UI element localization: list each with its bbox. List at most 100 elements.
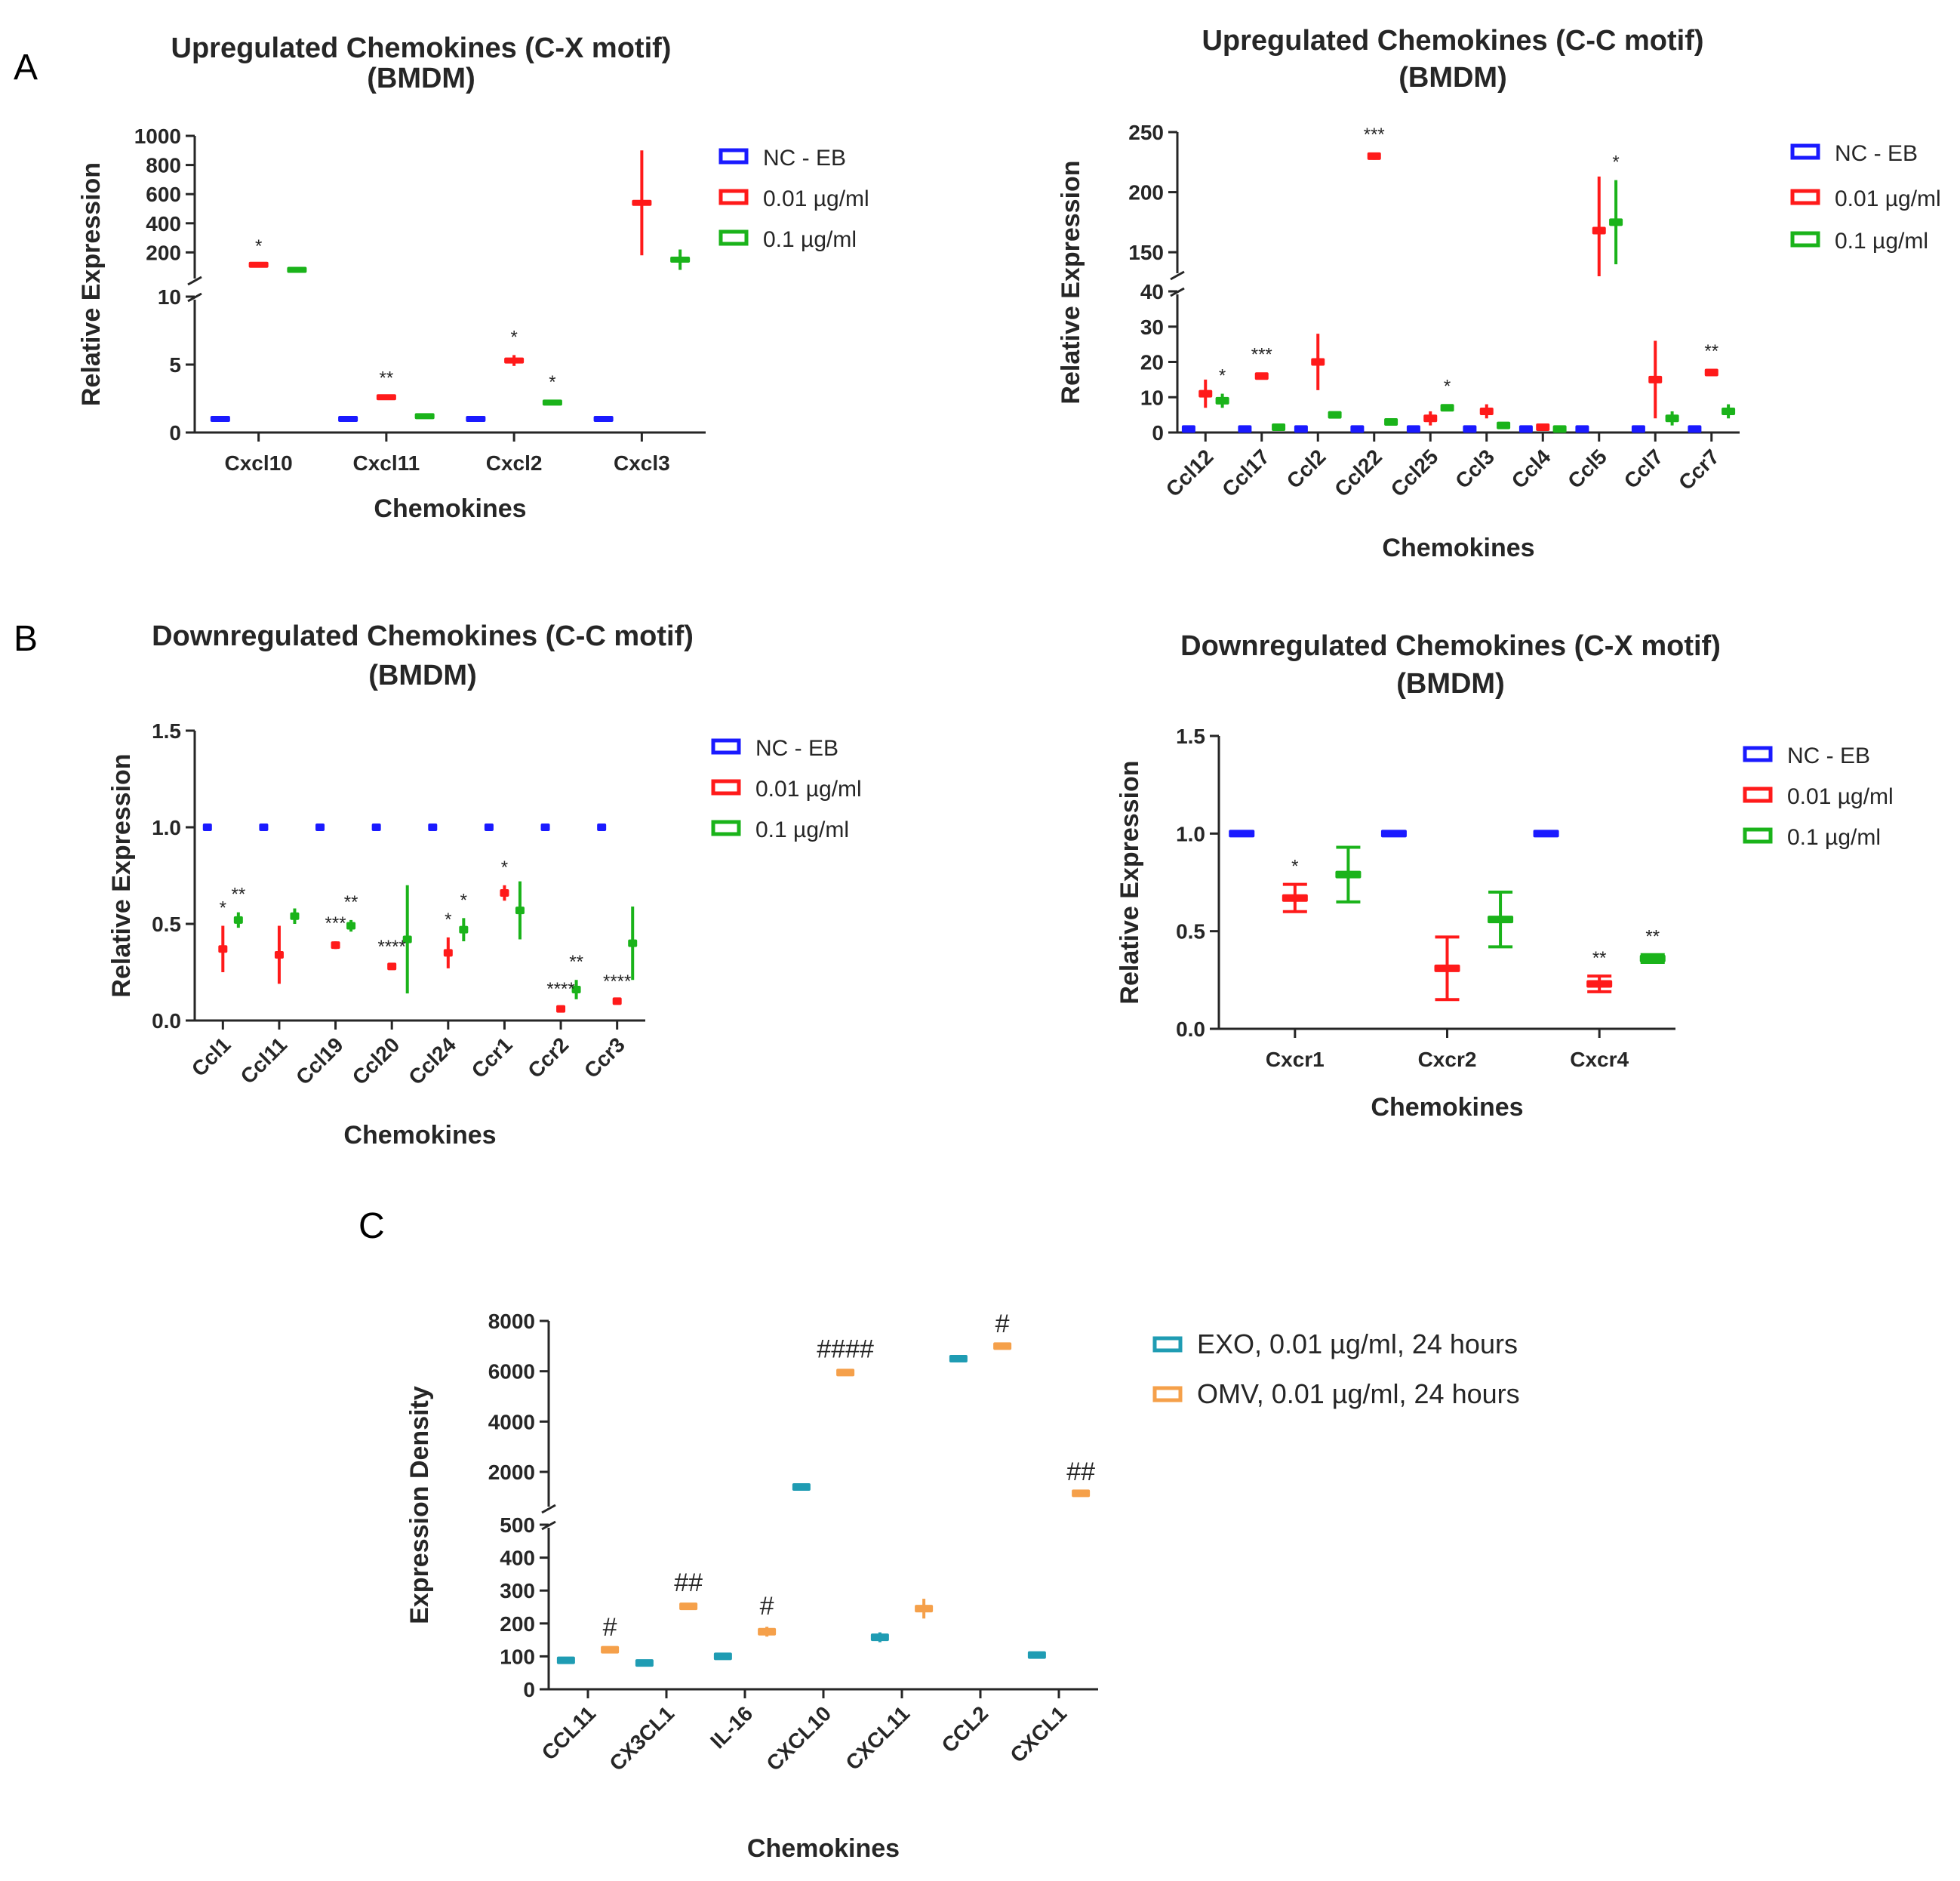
legend-label-0-1-g-ml: 0.1 µg/ml xyxy=(1835,229,1928,254)
x-category-ccr2: Ccr2 xyxy=(523,1033,573,1082)
legend-label-0-01-g-ml: 0.01 µg/ml xyxy=(755,777,862,802)
significance-label: * xyxy=(510,327,517,347)
data-mark-nc-eb-ccl1 xyxy=(202,824,212,831)
data-mark-omv-0-01-g-ml-24-hours-cx3cl1 xyxy=(679,1602,698,1611)
y-tick-label: 0 xyxy=(523,1678,535,1701)
data-mark-exo-0-01-g-ml-24-hours-cxcl11 xyxy=(870,1633,889,1642)
y-tick-label: 4000 xyxy=(488,1410,535,1433)
legend-swatch-0-01-g-ml xyxy=(711,779,741,796)
legend-swatch-nc-eb xyxy=(718,148,749,165)
x-axis-label: Chemokines xyxy=(1371,1093,1523,1122)
legend-label-0-01-g-ml: 0.01 µg/ml xyxy=(1835,186,1941,211)
y-tick-label: 2000 xyxy=(488,1461,535,1484)
x-category-ccl3: Ccl3 xyxy=(1451,445,1499,493)
chart-downregulated-cc: Downregulated Chemokines (C-C motif) (BMD… xyxy=(107,620,862,1150)
y-tick-label: 8000 xyxy=(488,1310,535,1333)
y-tick-label: 200 xyxy=(1128,181,1164,205)
significance-label: **** xyxy=(546,979,574,999)
data-mark-0-1-g-ml-ccl19 xyxy=(346,922,356,930)
data-mark-0-1-g-ml-ccl11 xyxy=(290,912,300,920)
legend-label-0-1-g-ml: 0.1 µg/ml xyxy=(755,817,849,842)
data-mark-nc-eb-ccl2 xyxy=(1294,425,1308,433)
data-mark-0-1-g-ml-ccr2 xyxy=(571,986,581,994)
data-mark-nc-eb-cxcr4 xyxy=(1533,830,1559,838)
legend-swatch-0-1-g-ml xyxy=(1743,827,1773,844)
panel-label-c: C xyxy=(358,1206,385,1246)
legend-label-0-01-g-ml: 0.01 µg/ml xyxy=(1787,784,1894,809)
legend-label-nc-eb: NC - EB xyxy=(755,736,838,761)
data-mark-nc-eb-ccl19 xyxy=(315,824,325,831)
y-axis-label: Relative Expression xyxy=(77,162,106,406)
legend-swatch-nc-eb xyxy=(1790,143,1820,160)
data-mark-0-1-g-ml-ccl20 xyxy=(402,935,412,944)
chart-title-line-2: (BMDM) xyxy=(1396,668,1505,700)
data-mark-nc-eb-cxcl2 xyxy=(466,416,486,422)
data-mark-nc-eb-ccl3 xyxy=(1463,425,1477,433)
y-tick-label: 1.0 xyxy=(1176,822,1205,845)
significance-label: *** xyxy=(325,913,346,934)
x-category-cxcl11: CXCL11 xyxy=(841,1701,914,1775)
significance-label: **** xyxy=(378,937,406,957)
data-mark-0-01-g-ml-cxcl3 xyxy=(632,199,652,206)
data-mark-omv-0-01-g-ml-24-hours-il-16 xyxy=(758,1627,777,1636)
data-mark-0-1-g-ml-ccl25 xyxy=(1440,404,1454,412)
data-mark-nc-eb-ccl25 xyxy=(1406,425,1420,433)
significance-label: ** xyxy=(344,892,358,913)
data-mark-0-1-g-ml-ccl17 xyxy=(1272,423,1286,431)
y-tick-label: 5 xyxy=(169,353,181,377)
legend-swatch-0-01-g-ml xyxy=(1790,189,1820,205)
data-mark-0-01-g-ml-cxcl2 xyxy=(504,357,525,364)
significance-label: * xyxy=(445,910,451,930)
data-mark-0-1-g-ml-cxcl10 xyxy=(287,266,307,273)
significance-label: ** xyxy=(1592,948,1607,968)
significance-label: #### xyxy=(817,1335,874,1363)
chart-upregulated-cc: Upregulated Chemokines (C-C motif) (BMDM)… xyxy=(1057,25,1941,562)
data-mark-omv-0-01-g-ml-24-hours-cxcl10 xyxy=(836,1368,855,1377)
data-mark-nc-eb-ccl17 xyxy=(1238,425,1252,433)
significance-label: * xyxy=(1219,366,1226,386)
y-tick-label: 500 xyxy=(500,1513,535,1537)
data-mark-omv-0-01-g-ml-24-hours-ccl2 xyxy=(993,1342,1012,1350)
data-mark-exo-0-01-g-ml-24-hours-cx3cl1 xyxy=(635,1659,654,1667)
data-mark-0-01-g-ml-ccl24 xyxy=(443,949,453,957)
data-mark-0-01-g-ml-cxcr4 xyxy=(1586,980,1613,988)
y-tick-label: 1000 xyxy=(134,125,181,148)
significance-label: ** xyxy=(380,368,394,388)
legend-label-exo-0-01-g-ml-24-hours: EXO, 0.01 µg/ml, 24 hours xyxy=(1197,1328,1518,1359)
x-category-cx3cl1: CX3CL1 xyxy=(605,1701,678,1775)
data-mark-0-1-g-ml-ccl3 xyxy=(1497,421,1511,429)
legend-label-0-1-g-ml: 0.1 µg/ml xyxy=(1787,825,1881,850)
data-mark-nc-eb-ccr2 xyxy=(540,824,550,831)
significance-label: ** xyxy=(1704,341,1718,362)
legend-swatch-nc-eb xyxy=(1743,746,1773,762)
data-mark-0-1-g-ml-cxcl3 xyxy=(670,257,691,263)
y-tick-label: 150 xyxy=(1128,241,1164,264)
x-category-ccl22: Ccl22 xyxy=(1330,445,1386,501)
data-mark-nc-eb-ccl7 xyxy=(1631,425,1645,433)
x-category-ccr1: Ccr1 xyxy=(467,1033,517,1082)
significance-label: ** xyxy=(1645,927,1660,947)
data-mark-0-01-g-ml-ccl3 xyxy=(1479,407,1494,415)
data-mark-nc-eb-ccr1 xyxy=(484,824,494,831)
data-mark-nc-eb-ccl22 xyxy=(1350,425,1365,433)
significance-label: # xyxy=(603,1613,617,1642)
significance-label: * xyxy=(1444,377,1451,397)
data-mark-0-1-g-ml-ccl4 xyxy=(1552,425,1567,433)
y-tick-label: 600 xyxy=(146,183,181,206)
data-mark-0-1-g-ml-ccr3 xyxy=(628,939,638,947)
significance-label: * xyxy=(1291,857,1298,877)
chart-title-line-1: Upregulated Chemokines (C-X motif) xyxy=(171,32,672,64)
panel-label-b: B xyxy=(14,619,38,659)
legend-swatch-omv-0-01-g-ml-24-hours xyxy=(1152,1386,1183,1402)
y-tick-label: 0 xyxy=(1152,421,1164,445)
data-mark-omv-0-01-g-ml-24-hours-cxcl11 xyxy=(915,1605,934,1613)
data-mark-0-01-g-ml-ccl1 xyxy=(218,945,228,953)
legend-swatch-0-01-g-ml xyxy=(718,189,749,205)
x-category-cxcl3: Cxcl3 xyxy=(614,451,670,475)
legend-label-nc-eb: NC - EB xyxy=(1787,743,1870,768)
data-mark-0-1-g-ml-cxcl2 xyxy=(542,399,562,406)
data-mark-0-01-g-ml-ccl17 xyxy=(1254,372,1269,380)
data-mark-0-01-g-ml-ccr2 xyxy=(556,1005,566,1013)
y-tick-label: 1.5 xyxy=(1176,725,1205,748)
